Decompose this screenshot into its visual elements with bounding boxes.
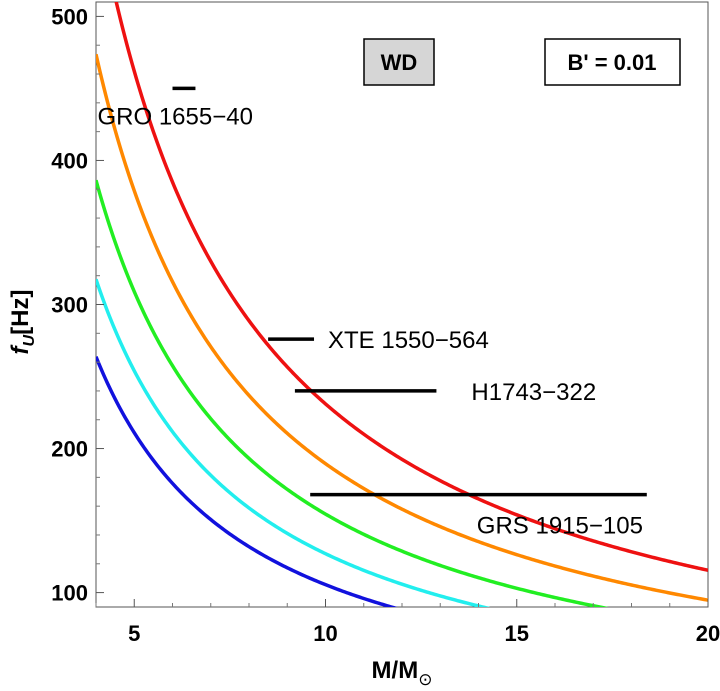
- y-tick-label: 400: [51, 148, 88, 173]
- y-axis-title: fU[Hz]: [7, 290, 38, 355]
- series-curve-orange: [96, 53, 708, 602]
- y-tick-label: 500: [51, 4, 88, 29]
- source-label-grs-1915-105: GRS 1915−105: [477, 513, 643, 540]
- x-tick-label: 20: [696, 621, 720, 646]
- series-curve-green: [96, 179, 609, 607]
- x-tick-label: 15: [505, 621, 529, 646]
- series-curve-blue: [96, 356, 398, 607]
- source-label-h1743-322: H1743−322: [471, 379, 596, 406]
- y-tick-label: 100: [51, 581, 88, 606]
- series-curve-red: [114, 2, 708, 572]
- x-axis-title: M/M⊙: [372, 657, 433, 689]
- y-axis: 100 200 300 400 500: [51, 4, 104, 606]
- b-box: B' = 0.01: [544, 38, 681, 86]
- x-tick-label: 10: [313, 621, 337, 646]
- source-label-gro-1655-40: GRO 1655−40: [98, 103, 253, 130]
- curves-group: [96, 2, 708, 607]
- x-tick-label: 5: [128, 621, 140, 646]
- sources-group: GRO 1655−40 XTE 1550−564 H1743−322 GRS 1915…: [98, 86, 647, 540]
- wd-box-label: WD: [381, 50, 418, 75]
- source-label-xte-1550-564: XTE 1550−564: [328, 327, 489, 354]
- wd-box: WD: [363, 38, 435, 86]
- x-axis: 5 10 15 20: [95, 599, 720, 646]
- series-curve-cyan: [96, 278, 491, 607]
- y-tick-label: 200: [51, 437, 88, 462]
- y-tick-label: 300: [51, 293, 88, 318]
- b-box-label: B' = 0.01: [567, 50, 656, 75]
